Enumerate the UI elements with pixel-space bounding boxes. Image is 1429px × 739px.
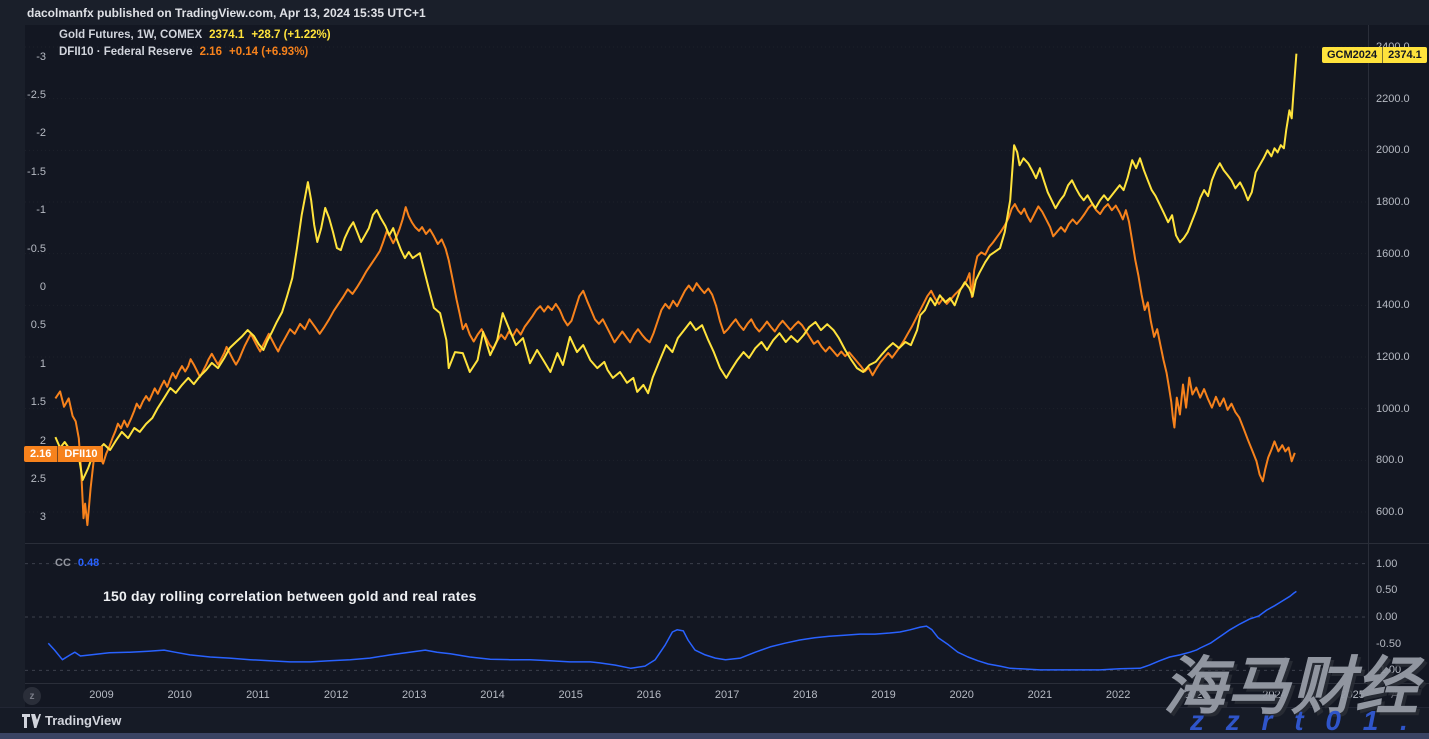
right-axis-tick: 1200.0	[1376, 351, 1410, 363]
time-axis-tick: 2015	[558, 689, 583, 701]
right-axis-tick: 2200.0	[1376, 92, 1410, 105]
label-divider	[1382, 47, 1384, 63]
gold-price-label: GCM2024 2374.1	[1322, 47, 1427, 63]
main-pane-gridlines	[25, 46, 1368, 513]
time-axis-tick: 2018	[793, 689, 818, 701]
time-axis-tick: 2023	[1184, 689, 1209, 701]
time-axis-tick: 2010	[167, 689, 192, 701]
timezone-badge: z	[23, 687, 41, 705]
time-axis-tick: 2021	[1027, 689, 1053, 701]
right-axis-tick: 800.0	[1376, 454, 1404, 467]
bottom-strip	[0, 733, 1429, 739]
gold-label-ticker: GCM2024	[1327, 49, 1378, 61]
left-axis-tick: 0	[39, 281, 46, 293]
footer-bar	[0, 707, 1429, 734]
time-axis-border	[25, 683, 1429, 684]
time-axis-tick: 2019	[871, 689, 896, 701]
time-axis-tick: 2013	[402, 689, 427, 701]
right-axis-tick: 2000.0	[1376, 144, 1410, 157]
attribution-text: dacolmanfx published on TradingView.com,…	[27, 6, 426, 20]
gold-series-title: Gold Futures, 1W, COMEX	[59, 29, 203, 41]
left-axis-tick: -3	[36, 50, 46, 63]
left-axis-tick: -2.5	[27, 89, 46, 101]
corr-indicator-legend[interactable]: CC 0.48	[55, 557, 99, 569]
correlation-line-series[interactable]	[47, 590, 1297, 671]
left-axis-tick: 1.5	[30, 396, 46, 409]
corr-axis-tick: -1.00	[1376, 664, 1402, 677]
pane-separator[interactable]	[25, 543, 1429, 544]
gold-line-series[interactable]	[54, 53, 1298, 481]
left-axis-tick: -2	[36, 127, 46, 140]
corr-axis-tick: 1.00	[1376, 557, 1398, 570]
site-watermark-cn: 海马财经	[1163, 652, 1419, 722]
time-axis-tick: 2014	[480, 689, 505, 701]
gold-label-value: 2374.1	[1388, 49, 1422, 61]
site-watermark-url: z z r t 0 1 . c n	[1190, 705, 1429, 736]
auto-scale-button[interactable]: A	[1391, 689, 1399, 701]
left-axis-tick: 2.5	[30, 473, 46, 485]
left-axis-tick: 2	[39, 434, 46, 447]
time-axis-tick: 2022	[1105, 689, 1131, 701]
time-axis-tick: 2020	[949, 689, 974, 701]
left-axis-tick: 1	[39, 357, 46, 370]
dfii-last-value: 2.16	[199, 46, 222, 58]
right-axis-tick: 1400.0	[1376, 299, 1410, 312]
price-axis-border	[1368, 25, 1369, 683]
corr-annotation-text: 150 day rolling correlation between gold…	[103, 588, 477, 604]
right-axis-tick: 600.0	[1376, 506, 1404, 518]
label-divider	[57, 446, 59, 462]
tradingview-logo-icon[interactable]	[22, 714, 41, 728]
gold-change-value: +28.7 (+1.22%)	[251, 29, 331, 41]
corr-axis-tick: -0.50	[1376, 637, 1402, 650]
corr-indicator-value: 0.48	[77, 557, 100, 569]
dfii-label-value: 2.16	[30, 448, 52, 460]
dfii-price-label: 2.16 DFII10	[24, 446, 104, 462]
left-axis-tick: -1.5	[27, 165, 46, 178]
right-axis-tick: 1000.0	[1376, 402, 1410, 415]
left-axis-tick: -1	[36, 204, 46, 217]
corr-axis-tick: 0.50	[1376, 584, 1398, 597]
left-axis-tick: 3	[39, 511, 46, 524]
tradingview-brand-text[interactable]: TradingView	[45, 713, 122, 728]
right-axis-tick: 1600.0	[1376, 247, 1410, 260]
chart-canvas[interactable]	[25, 25, 1429, 707]
dfii10-line-series[interactable]	[54, 203, 1296, 527]
legend-row-dfii[interactable]: DFII10 · Federal Reserve 2.16 +0.14 (+6.…	[59, 46, 308, 58]
legend-row-gold[interactable]: Gold Futures, 1W, COMEX 2374.1 +28.7 (+1…	[59, 29, 331, 41]
time-axis-tick: 2024	[1262, 689, 1287, 701]
time-axis-tick: 2011	[246, 689, 270, 701]
gold-last-value: 2374.1	[209, 29, 245, 41]
dfii-label-ticker: DFII10	[64, 448, 98, 460]
dfii-change-value: +0.14 (+6.93%)	[228, 46, 309, 58]
right-axis-tick: 1800.0	[1376, 196, 1410, 208]
time-axis-tick: 2012	[323, 689, 349, 701]
left-axis-tick: 0.5	[30, 319, 46, 332]
corr-indicator-name: CC	[55, 557, 71, 569]
time-axis-tick: 2017	[714, 689, 740, 701]
corr-axis-tick: 0.00	[1376, 611, 1398, 623]
time-axis-tick: 2016	[636, 689, 662, 701]
dfii-series-title: DFII10 · Federal Reserve	[59, 46, 193, 58]
time-axis-tick: 2009	[89, 689, 114, 701]
left-axis-tick: -0.5	[27, 242, 46, 255]
time-axis-tick: 2025	[1340, 689, 1365, 701]
